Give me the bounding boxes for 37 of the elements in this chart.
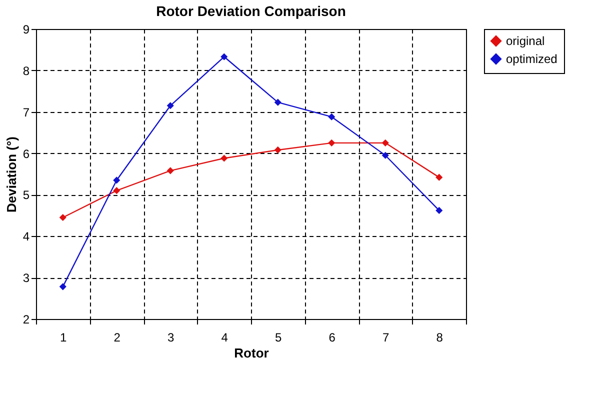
x-tick-label: 8 [436, 330, 444, 344]
x-tick-label: 4 [221, 330, 228, 344]
y-tick-label: 7 [22, 105, 30, 120]
y-tick-label: 2 [22, 312, 30, 326]
point [220, 53, 228, 60]
y-tick-label: 6 [22, 146, 30, 161]
x-tick-label: 5 [275, 330, 282, 344]
x-tick-label: 7 [382, 330, 390, 344]
point [166, 102, 174, 110]
x-tick-label: 2 [114, 330, 121, 344]
x-tick-label: 1 [60, 330, 68, 344]
point [436, 174, 443, 181]
point [220, 154, 228, 162]
point [328, 139, 336, 146]
point [274, 98, 282, 106]
point [328, 113, 336, 120]
point [59, 283, 66, 290]
legend-label: original [506, 34, 545, 48]
point [113, 176, 120, 184]
y-tick-label: 4 [22, 230, 30, 244]
x-tick-label: 3 [168, 330, 175, 344]
point [382, 139, 389, 146]
point [166, 167, 174, 174]
y-tick-label: 8 [22, 64, 30, 78]
y-tick-label: 9 [22, 22, 30, 36]
point [113, 187, 120, 194]
legend-label: optimized [506, 52, 558, 66]
y-axis-title: Deviation (°) [4, 136, 19, 212]
point [274, 146, 282, 154]
chart-title: Rotor Deviation Comparison [156, 3, 346, 19]
y-tick-label: 5 [22, 188, 30, 202]
y-tick-label: 3 [22, 271, 30, 286]
point [382, 152, 389, 159]
point [59, 214, 66, 222]
point [436, 206, 443, 214]
x-axis-title: Rotor [234, 346, 269, 360]
x-tick-label: 6 [328, 330, 336, 344]
